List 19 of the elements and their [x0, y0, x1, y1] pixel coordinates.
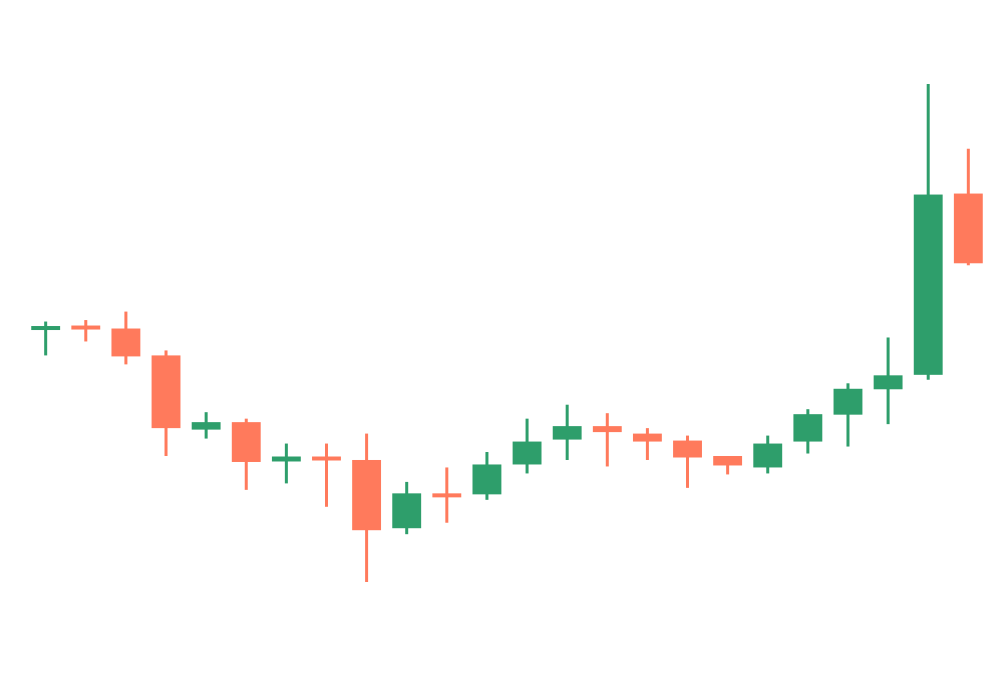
candlestick: [512, 417, 542, 475]
candlestick: [31, 320, 61, 357]
candlestick: [111, 310, 141, 366]
candlestick: [552, 403, 582, 462]
candlestick: [392, 480, 422, 536]
candlestick: [793, 407, 823, 456]
candlestick: [472, 450, 502, 502]
candlestick: [432, 465, 462, 525]
candlestick: [673, 434, 702, 490]
candlestick: [71, 318, 101, 343]
candlestick: [753, 434, 783, 475]
candlestick: [231, 417, 261, 492]
candlestick: [873, 335, 903, 426]
candlestick: [312, 442, 341, 509]
candlestick: [191, 410, 221, 441]
candlestick: [833, 381, 863, 449]
candlestick: [592, 411, 622, 468]
candlestick: [713, 454, 743, 476]
candlestick: [632, 426, 662, 462]
